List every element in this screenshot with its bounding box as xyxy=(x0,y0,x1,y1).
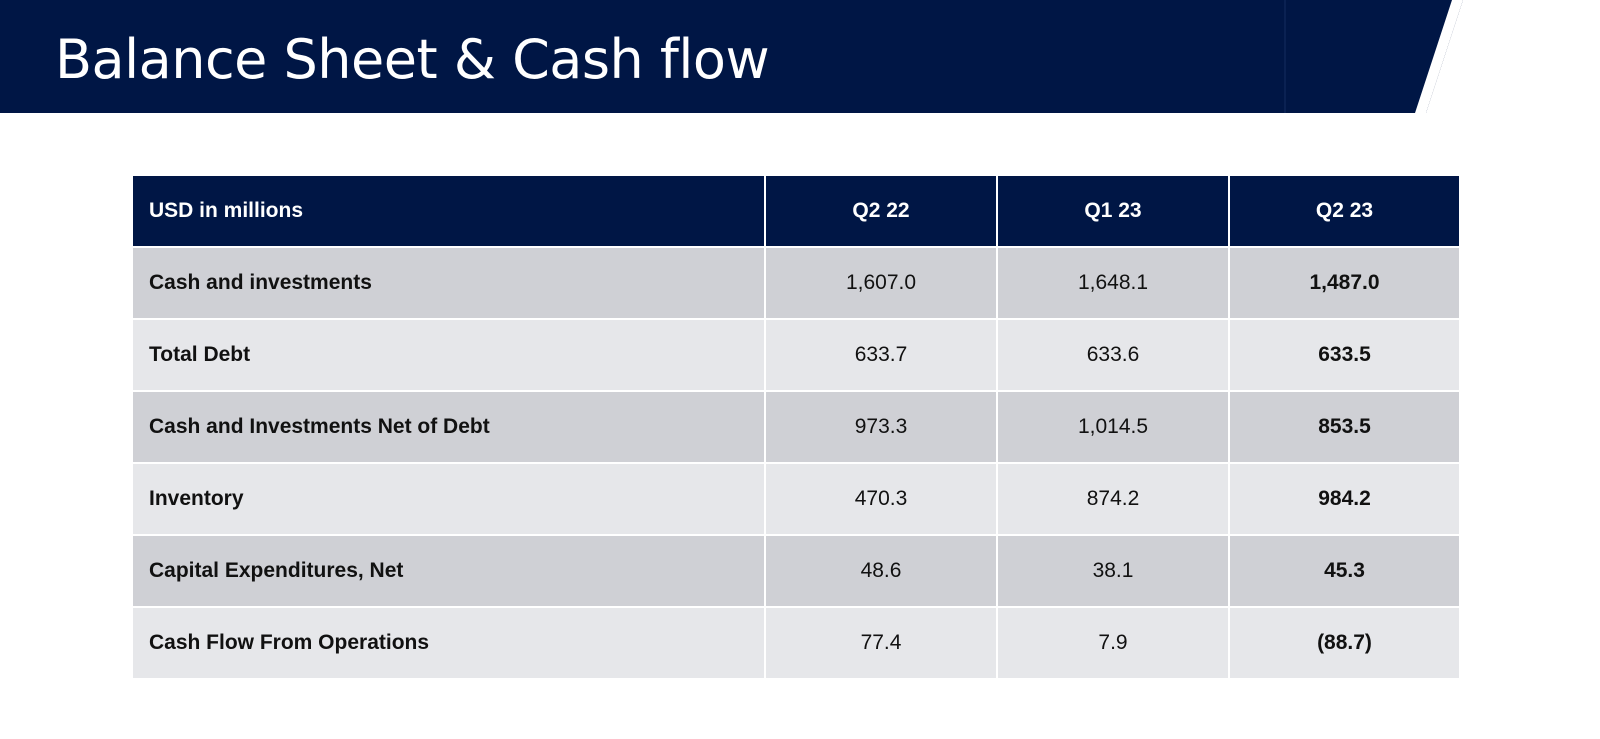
balance-sheet-table-container: USD in millions Q2 22 Q1 23 Q2 23 Cash a… xyxy=(131,174,1461,680)
table-header-row: USD in millions Q2 22 Q1 23 Q2 23 xyxy=(131,174,1461,248)
column-header-q2-22: Q2 22 xyxy=(764,174,998,248)
table-row: Total Debt 633.7 633.6 633.5 xyxy=(131,318,1461,392)
column-header-units: USD in millions xyxy=(131,174,766,248)
column-header-q1-23: Q1 23 xyxy=(996,174,1230,248)
row-label: Inventory xyxy=(131,462,766,536)
balance-sheet-table: USD in millions Q2 22 Q1 23 Q2 23 Cash a… xyxy=(131,174,1461,680)
column-header-q2-23: Q2 23 xyxy=(1228,174,1461,248)
cell-q2-22: 48.6 xyxy=(764,534,998,608)
row-label: Cash and Investments Net of Debt xyxy=(131,390,766,464)
cell-q2-23: (88.7) xyxy=(1228,606,1461,680)
cell-q1-23: 1,648.1 xyxy=(996,246,1230,320)
cell-q1-23: 1,014.5 xyxy=(996,390,1230,464)
cell-q2-22: 77.4 xyxy=(764,606,998,680)
page-title: Balance Sheet & Cash flow xyxy=(55,28,770,91)
cell-q2-23: 1,487.0 xyxy=(1228,246,1461,320)
row-label: Capital Expenditures, Net xyxy=(131,534,766,608)
slash-accent-shape xyxy=(1415,0,1463,113)
cell-q2-23: 853.5 xyxy=(1228,390,1461,464)
row-label: Cash and investments xyxy=(131,246,766,320)
row-label: Total Debt xyxy=(131,318,766,392)
cell-q2-23: 984.2 xyxy=(1228,462,1461,536)
table-row: Cash and Investments Net of Debt 973.3 1… xyxy=(131,390,1461,464)
cell-q2-22: 973.3 xyxy=(764,390,998,464)
cell-q2-23: 45.3 xyxy=(1228,534,1461,608)
cell-q2-22: 633.7 xyxy=(764,318,998,392)
slide-header: Balance Sheet & Cash flow xyxy=(0,0,1600,113)
table-row: Inventory 470.3 874.2 984.2 xyxy=(131,462,1461,536)
cell-q2-22: 1,607.0 xyxy=(764,246,998,320)
cell-q1-23: 38.1 xyxy=(996,534,1230,608)
cell-q1-23: 633.6 xyxy=(996,318,1230,392)
cell-q2-23: 633.5 xyxy=(1228,318,1461,392)
corner-white-shape xyxy=(1426,0,1600,113)
cell-q2-22: 470.3 xyxy=(764,462,998,536)
cell-q1-23: 874.2 xyxy=(996,462,1230,536)
table-row: Cash Flow From Operations 77.4 7.9 (88.7… xyxy=(131,606,1461,680)
row-label: Cash Flow From Operations xyxy=(131,606,766,680)
cell-q1-23: 7.9 xyxy=(996,606,1230,680)
table-row: Cash and investments 1,607.0 1,648.1 1,4… xyxy=(131,246,1461,320)
table-row: Capital Expenditures, Net 48.6 38.1 45.3 xyxy=(131,534,1461,608)
header-banner xyxy=(0,0,1600,113)
